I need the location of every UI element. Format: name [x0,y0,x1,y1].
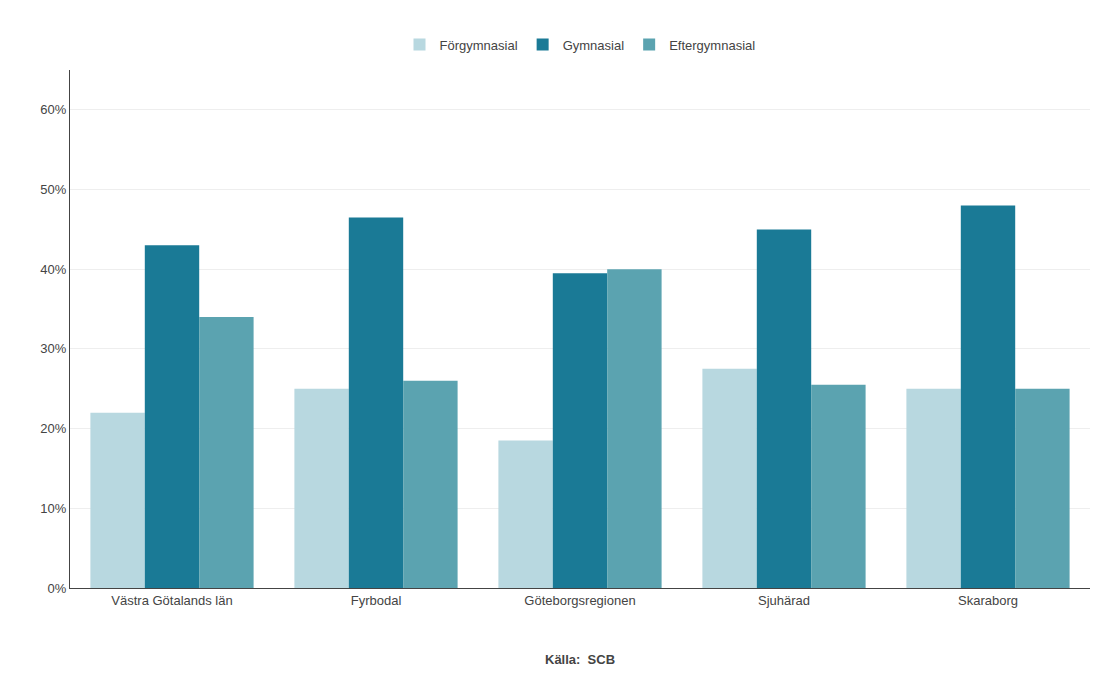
svg-text:60%: 60% [40,102,66,117]
svg-text:30%: 30% [40,341,66,356]
svg-text:Sjuhärad: Sjuhärad [758,593,810,608]
svg-text:Göteborgsregionen: Göteborgsregionen [524,593,635,608]
svg-text:Västra Götalands län: Västra Götalands län [111,593,232,608]
svg-text:50%: 50% [40,182,66,197]
svg-text:0%: 0% [48,581,67,596]
svg-text:20%: 20% [40,421,66,436]
svg-text:Skaraborg: Skaraborg [958,593,1018,608]
svg-text:10%: 10% [40,501,66,516]
svg-text:Källa: SCB: Källa: SCB [545,652,615,667]
svg-text:40%: 40% [40,262,66,277]
svg-text:Fyrbodal: Fyrbodal [351,593,402,608]
svg-text:Eftergymnasial: Eftergymnasial [669,38,755,53]
svg-text:Förgymnasial: Förgymnasial [440,38,518,53]
svg-text:Gymnasial: Gymnasial [563,38,625,53]
